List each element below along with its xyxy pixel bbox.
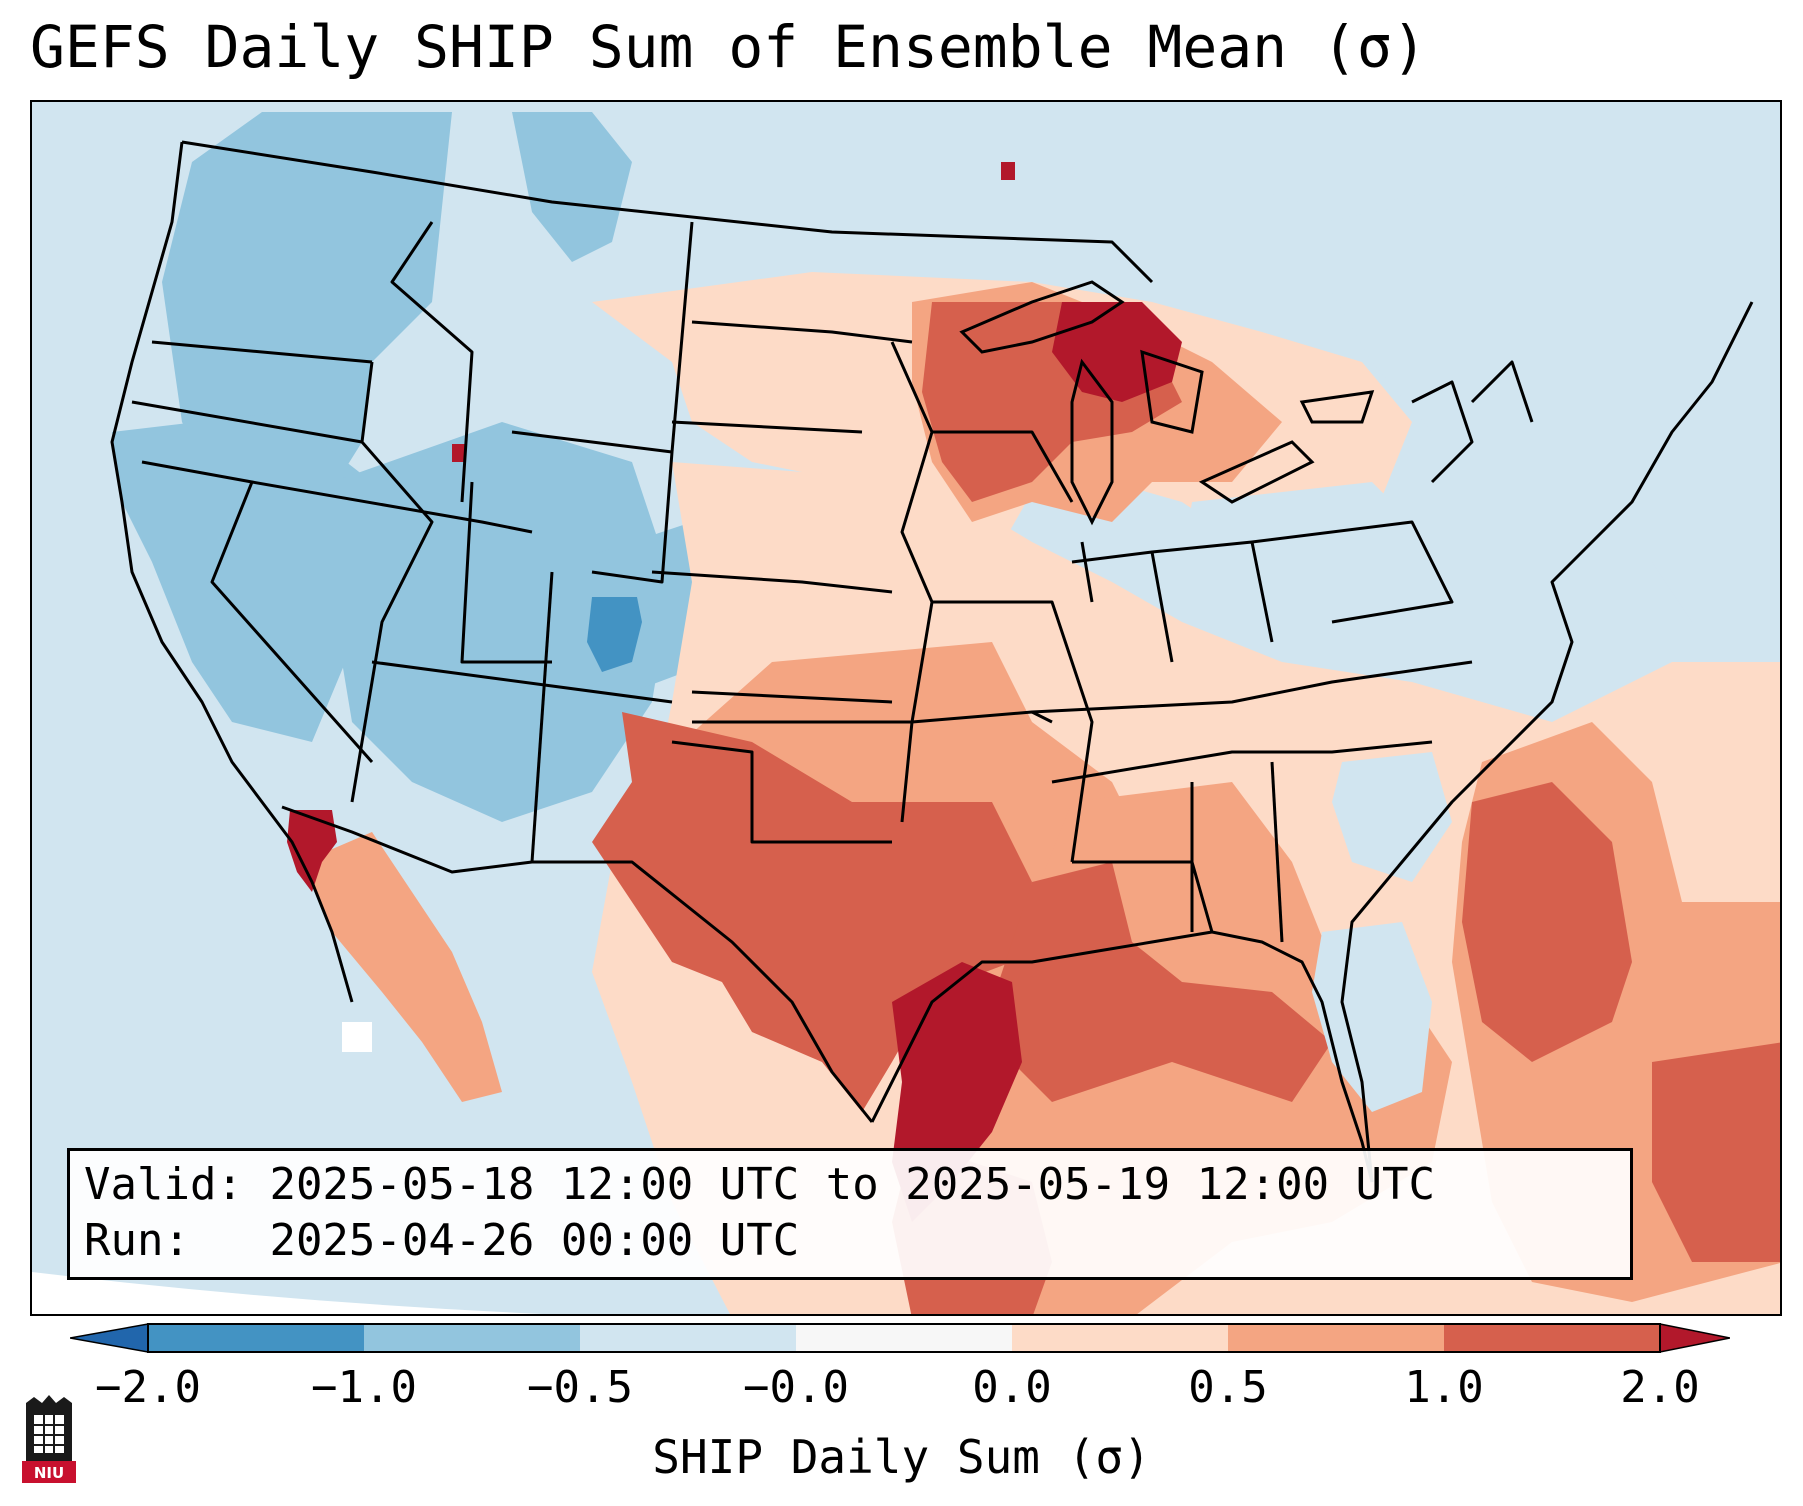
colorbar-segment-5: [1012, 1324, 1228, 1352]
field-region-lake-superior-extreme: [1052, 302, 1182, 402]
atlantic-coastline: [1340, 301, 1754, 1183]
field-region-bahamas-strong-positive: [1652, 1042, 1780, 1262]
colorbar-extend-low: [70, 1323, 149, 1353]
colorbar-segment-3: [580, 1324, 796, 1352]
colorbar-tick-label: 1.0: [1404, 1362, 1484, 1413]
field-region-northeast-neutral: [1322, 182, 1652, 442]
run-label: Run:: [84, 1215, 190, 1266]
field-region-socal-extreme: [287, 810, 337, 892]
valid-label: Valid:: [84, 1159, 243, 1210]
valid-run-info-box: Valid: 2025-05-18 12:00 UTC to 2025-05-1…: [67, 1148, 1633, 1280]
field-region-offshore-ne-neutral: [1632, 442, 1780, 622]
colorbar-segment-4: [796, 1324, 1012, 1352]
field-region-baja-positive: [302, 832, 502, 1102]
field-region-canada-east-neutral: [1212, 112, 1780, 212]
colorbar: [70, 1323, 1730, 1353]
field-region-florida-neutral: [1312, 922, 1432, 1112]
colorbar-extend-high: [1659, 1323, 1730, 1353]
us-mexico-border: [281, 805, 874, 1123]
lake-michigan: [1070, 358, 1114, 526]
field-region-nevada-negative: [112, 412, 372, 742]
colorbar-tick-label: −0.0: [743, 1362, 849, 1413]
colorbar-segment-6: [1228, 1324, 1444, 1352]
colorbar-tick-label: 2.0: [1620, 1362, 1700, 1413]
colorbar-outline: [147, 1323, 1661, 1353]
field-region-colorado-strong-negative: [587, 597, 642, 672]
colorbar-segment-1: [148, 1324, 364, 1352]
valid-range: 2025-05-18 12:00 UTC to 2025-05-19 12:00…: [269, 1159, 1436, 1210]
field-region-texas-strong-positive: [592, 712, 1032, 1112]
grid-edge-area: [32, 1272, 544, 1314]
political-boundaries: [110, 140, 1754, 1183]
colorbar-tick-label: −2.0: [95, 1362, 201, 1413]
gulf-coastline: [870, 930, 1374, 1183]
map-canvas: [32, 102, 1780, 1314]
chart-title: GEFS Daily SHIP Sum of Ensemble Mean (σ): [30, 13, 1427, 81]
niu-castle-logo: NIU: [22, 1395, 76, 1483]
field-region-carolinas-offshore-strong-positive: [1462, 782, 1632, 1062]
lake-erie: [1198, 440, 1315, 504]
field-region-canada-negative: [512, 112, 632, 262]
lake-huron: [1140, 349, 1204, 434]
field-cell-baja-white: [342, 1022, 372, 1052]
colorbar-tick-label: 0.5: [1188, 1362, 1268, 1413]
colorbar-segment-2: [364, 1324, 580, 1352]
field-region-sc-neutral: [1332, 752, 1452, 882]
field-region-ohio-valley-neutral: [1182, 482, 1452, 662]
colorbar-segment-7: [1444, 1324, 1660, 1352]
logo-text: NIU: [34, 1464, 64, 1482]
map-panel: [30, 100, 1782, 1316]
colorbar-tick-label: −1.0: [311, 1362, 417, 1413]
lake-superior: [959, 280, 1125, 354]
field-region-louisiana-strong-positive: [992, 862, 1332, 1102]
colorbar-tick-label: −0.5: [527, 1362, 633, 1413]
field-cell-idaho-extreme: [452, 444, 466, 462]
run-time: 2025-04-26 00:00 UTC: [269, 1215, 800, 1266]
field-region-utah-colorado-negative: [332, 422, 672, 822]
lake-ontario: [1299, 390, 1375, 424]
colorbar-label: SHIP Daily Sum (σ): [652, 1430, 1151, 1484]
colorbar-tick-label: 0.0: [972, 1362, 1052, 1413]
anomaly-field: [112, 112, 1780, 1314]
great-lakes: [959, 280, 1375, 526]
us-canada-border: [181, 140, 1154, 284]
pacific-coastline: [110, 141, 354, 1003]
field-cell-ontario-extreme: [1001, 162, 1015, 180]
